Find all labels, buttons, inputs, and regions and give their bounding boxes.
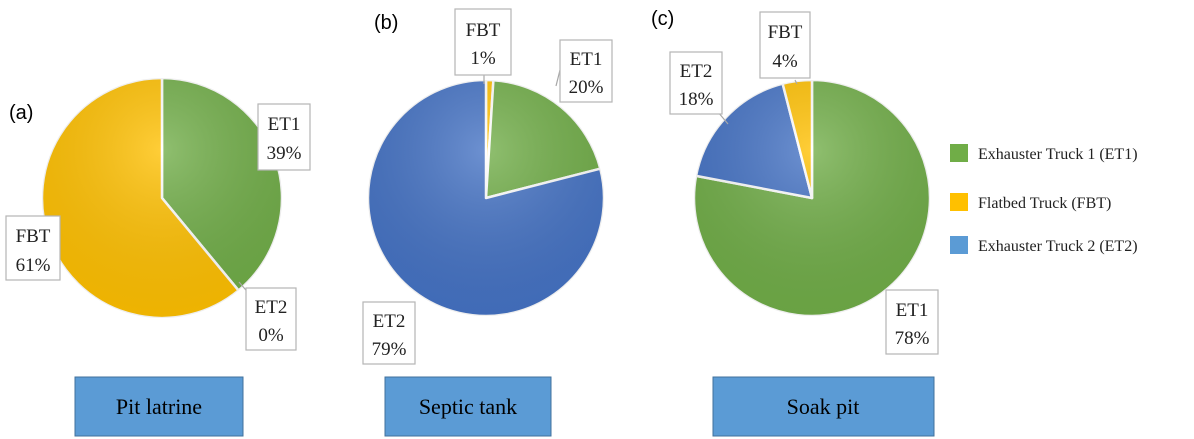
panel-b: (b) FBT 1% ET1 20% ET2 79% Septic tank [362, 8, 613, 437]
panel-c: (c) ET2 18% FBT 4% ET1 78% Soak pit [651, 8, 939, 437]
pie-pit-latrine [40, 76, 284, 320]
data-label-c-fbt: FBT 4% [759, 11, 811, 79]
data-label-b-et1: ET1 20% [559, 39, 613, 103]
data-label-name: FBT [466, 20, 501, 41]
panel-a: (a) ET1 39% ET2 0% FBT 61% Pit latrine [5, 76, 311, 437]
data-label-name: ET2 [680, 61, 713, 82]
data-label-name: ET1 [570, 49, 603, 70]
data-label-c-et1: ET1 78% [885, 289, 939, 355]
data-label-name: FBT [16, 226, 51, 247]
data-label-name: ET2 [373, 311, 406, 332]
data-label-value: 0% [258, 325, 284, 346]
panel-letter-c: (c) [651, 8, 674, 30]
legend-item-et1: Exhauster Truck 1 (ET1) [950, 144, 1138, 163]
data-label-name: FBT [768, 22, 803, 43]
data-label-value: 39% [267, 143, 302, 164]
legend-swatch-et2 [950, 236, 968, 254]
legend-swatch-et1 [950, 144, 968, 162]
category-box-b: Septic tank [384, 376, 552, 437]
pie-septic-tank [366, 78, 606, 318]
category-title-b: Septic tank [419, 394, 517, 419]
data-label-b-fbt: FBT 1% [454, 8, 512, 76]
data-label-a-et1: ET1 39% [257, 103, 311, 171]
leader-line-c-fbt [794, 79, 798, 85]
legend-item-et2: Exhauster Truck 2 (ET2) [950, 236, 1138, 255]
data-label-name: ET1 [268, 114, 301, 135]
data-label-value: 79% [372, 339, 407, 360]
data-label-name: ET2 [255, 297, 288, 318]
data-label-value: 61% [16, 255, 51, 276]
legend-item-fbt: Flatbed Truck (FBT) [950, 193, 1111, 212]
legend: Exhauster Truck 1 (ET1) Flatbed Truck (F… [950, 144, 1138, 255]
legend-label-et1: Exhauster Truck 1 (ET1) [978, 146, 1138, 163]
data-label-b-et2: ET2 79% [362, 301, 416, 365]
pie-soak-pit [692, 78, 932, 318]
category-title-c: Soak pit [787, 394, 860, 419]
panel-letter-b: (b) [374, 12, 398, 34]
data-label-a-fbt: FBT 61% [5, 215, 61, 281]
legend-label-et2: Exhauster Truck 2 (ET2) [978, 238, 1138, 255]
data-label-value: 4% [772, 51, 798, 72]
leader-line-b-et1 [555, 69, 561, 87]
category-title-a: Pit latrine [116, 394, 202, 419]
data-label-c-et2: ET2 18% [669, 51, 723, 115]
category-box-a: Pit latrine [74, 376, 244, 437]
data-label-value: 1% [470, 48, 496, 69]
panel-letter-a: (a) [9, 102, 33, 124]
data-label-value: 78% [895, 328, 930, 349]
legend-label-fbt: Flatbed Truck (FBT) [978, 195, 1111, 212]
data-label-value: 20% [569, 77, 604, 98]
category-box-c: Soak pit [712, 376, 935, 437]
data-label-a-et2: ET2 0% [245, 287, 297, 351]
data-label-value: 18% [679, 89, 714, 110]
legend-swatch-fbt [950, 193, 968, 211]
data-label-name: ET1 [896, 300, 929, 321]
